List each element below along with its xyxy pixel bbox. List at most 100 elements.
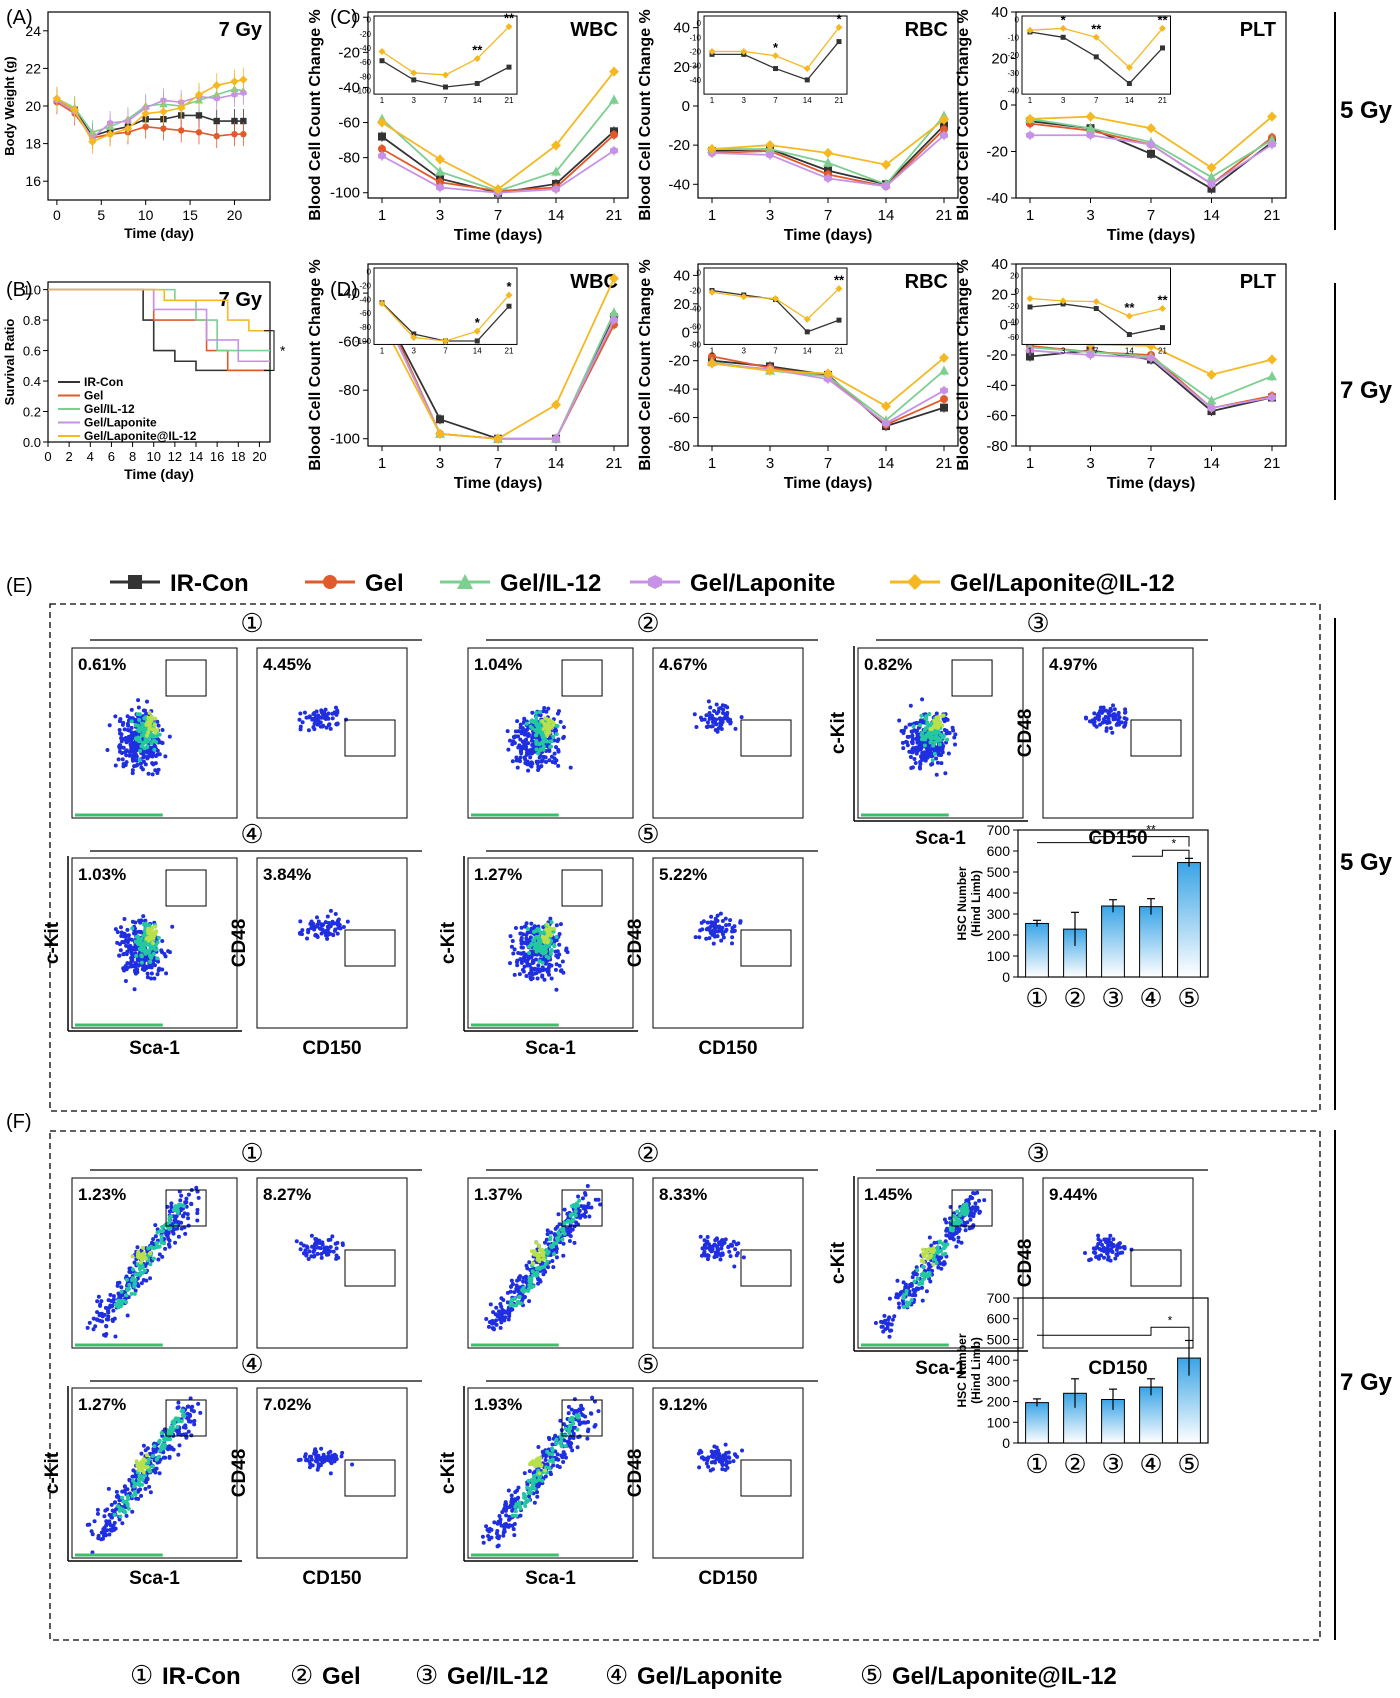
- marker-hexagon: [824, 174, 832, 183]
- flow-dot-dense: [546, 955, 551, 960]
- flow-dot-dense: [922, 743, 927, 748]
- flow-dot: [963, 1228, 968, 1233]
- marker-square: [836, 317, 842, 323]
- flow-dot: [934, 772, 939, 777]
- flow-dot-dense: [181, 1412, 186, 1417]
- inset-x-tick-label: 1: [380, 346, 385, 355]
- flow-dot-dense: [139, 953, 144, 958]
- flow-dot: [711, 941, 716, 946]
- flow-dot: [298, 1247, 303, 1252]
- marker-diamond: [609, 273, 619, 284]
- inset-y-tick-label: -60: [1007, 333, 1019, 342]
- flow-dot-peak: [552, 926, 557, 931]
- flow-dot: [947, 731, 952, 736]
- lsk-percentage: 1.45%: [864, 1185, 912, 1204]
- flow-dot-peak: [540, 1253, 545, 1258]
- marker-square: [443, 84, 448, 90]
- inset-x-tick-label: 14: [803, 346, 812, 355]
- flow-dot: [706, 699, 711, 704]
- flow-dot: [927, 748, 932, 753]
- flow-dot-dense: [159, 1237, 164, 1242]
- y-tick-label: -20: [338, 44, 360, 61]
- flow-plot-frame: [256, 647, 408, 819]
- marker-circle: [610, 130, 618, 139]
- marker-diamond: [493, 433, 503, 444]
- marker-hexagon: [1086, 351, 1095, 359]
- flow-dot-peak: [147, 724, 152, 729]
- flow-dot: [170, 924, 175, 929]
- flow-dot: [956, 1229, 961, 1234]
- flow-dot: [942, 1217, 947, 1222]
- flow-dot: [723, 1237, 728, 1242]
- flow-dot: [926, 1267, 931, 1272]
- inset-significance: *: [475, 315, 481, 330]
- sca1-axis-label: Sca-1: [915, 828, 966, 849]
- flow-dot: [498, 1325, 503, 1330]
- flow-dot: [1098, 722, 1103, 727]
- flow-dot: [122, 727, 127, 732]
- flow-dot-dense: [552, 944, 557, 949]
- flow-dot: [307, 1465, 312, 1470]
- flow-dot: [1102, 1255, 1107, 1260]
- flow-dot: [1102, 1237, 1107, 1242]
- flow-dot: [492, 1321, 497, 1326]
- flow-dot: [101, 1533, 106, 1538]
- marker-diamond: [740, 48, 748, 56]
- flow-dot: [934, 745, 939, 750]
- flow-dot: [149, 976, 154, 981]
- flow-dot: [1115, 721, 1120, 726]
- marker-square: [474, 338, 480, 344]
- flow-dot-dense: [532, 938, 537, 943]
- flow-dot: [705, 720, 710, 725]
- marker-diamond: [772, 52, 779, 60]
- flow-dot: [583, 1214, 588, 1219]
- marker-square: [836, 39, 842, 45]
- flow-dot-dense: [151, 739, 156, 744]
- inset-significance: **: [1157, 12, 1168, 27]
- flow-dot: [897, 718, 902, 723]
- marker-diamond: [52, 94, 62, 103]
- flow-dot: [322, 710, 327, 715]
- flow-dot: [562, 1207, 567, 1212]
- flow-dot-dense: [566, 1219, 571, 1224]
- x-tick-label: 3: [1086, 207, 1094, 224]
- inset-x-tick-label: 21: [1158, 346, 1167, 355]
- flow-dot-peak: [544, 716, 549, 721]
- flow-dot: [171, 1231, 176, 1236]
- flow-dot: [92, 1519, 97, 1524]
- flow-dot: [131, 931, 136, 936]
- marker-hexagon: [1207, 404, 1216, 413]
- ckit-axis-label: c-Kit: [42, 921, 63, 964]
- flow-dot: [127, 750, 132, 755]
- flow-dot: [160, 727, 165, 732]
- flow-dot: [111, 1297, 116, 1302]
- flow-dot-dense: [961, 1204, 966, 1209]
- marker-diamond: [88, 137, 97, 146]
- inset-y-tick-label: -10: [1007, 33, 1019, 42]
- marker-circle: [378, 144, 386, 153]
- flow-dot: [144, 966, 149, 971]
- flow-dot: [956, 1235, 961, 1240]
- series-line: [56, 78, 244, 143]
- flow-dot: [527, 1260, 532, 1265]
- flow-dot: [341, 924, 346, 929]
- flow-dot: [307, 1249, 312, 1254]
- flow-dot: [518, 1274, 523, 1279]
- flow-dot: [122, 737, 127, 742]
- flow-dot: [708, 1244, 713, 1249]
- flow-dot-dense: [904, 1288, 909, 1293]
- flow-dot: [728, 720, 733, 725]
- flow-dot-dense: [541, 951, 546, 956]
- flow-dot: [697, 935, 702, 940]
- inset-significance: **: [504, 11, 515, 26]
- flow-dot-dense: [170, 1424, 175, 1429]
- flow-dot: [118, 743, 123, 748]
- flow-dot: [315, 933, 320, 938]
- marker-diamond: [881, 159, 891, 170]
- flow-dot-dense: [155, 940, 160, 945]
- ckit-axis-label: c-Kit: [42, 1451, 63, 1494]
- lsk-percentage: 1.27%: [78, 1395, 126, 1414]
- flow-dot: [1108, 726, 1113, 731]
